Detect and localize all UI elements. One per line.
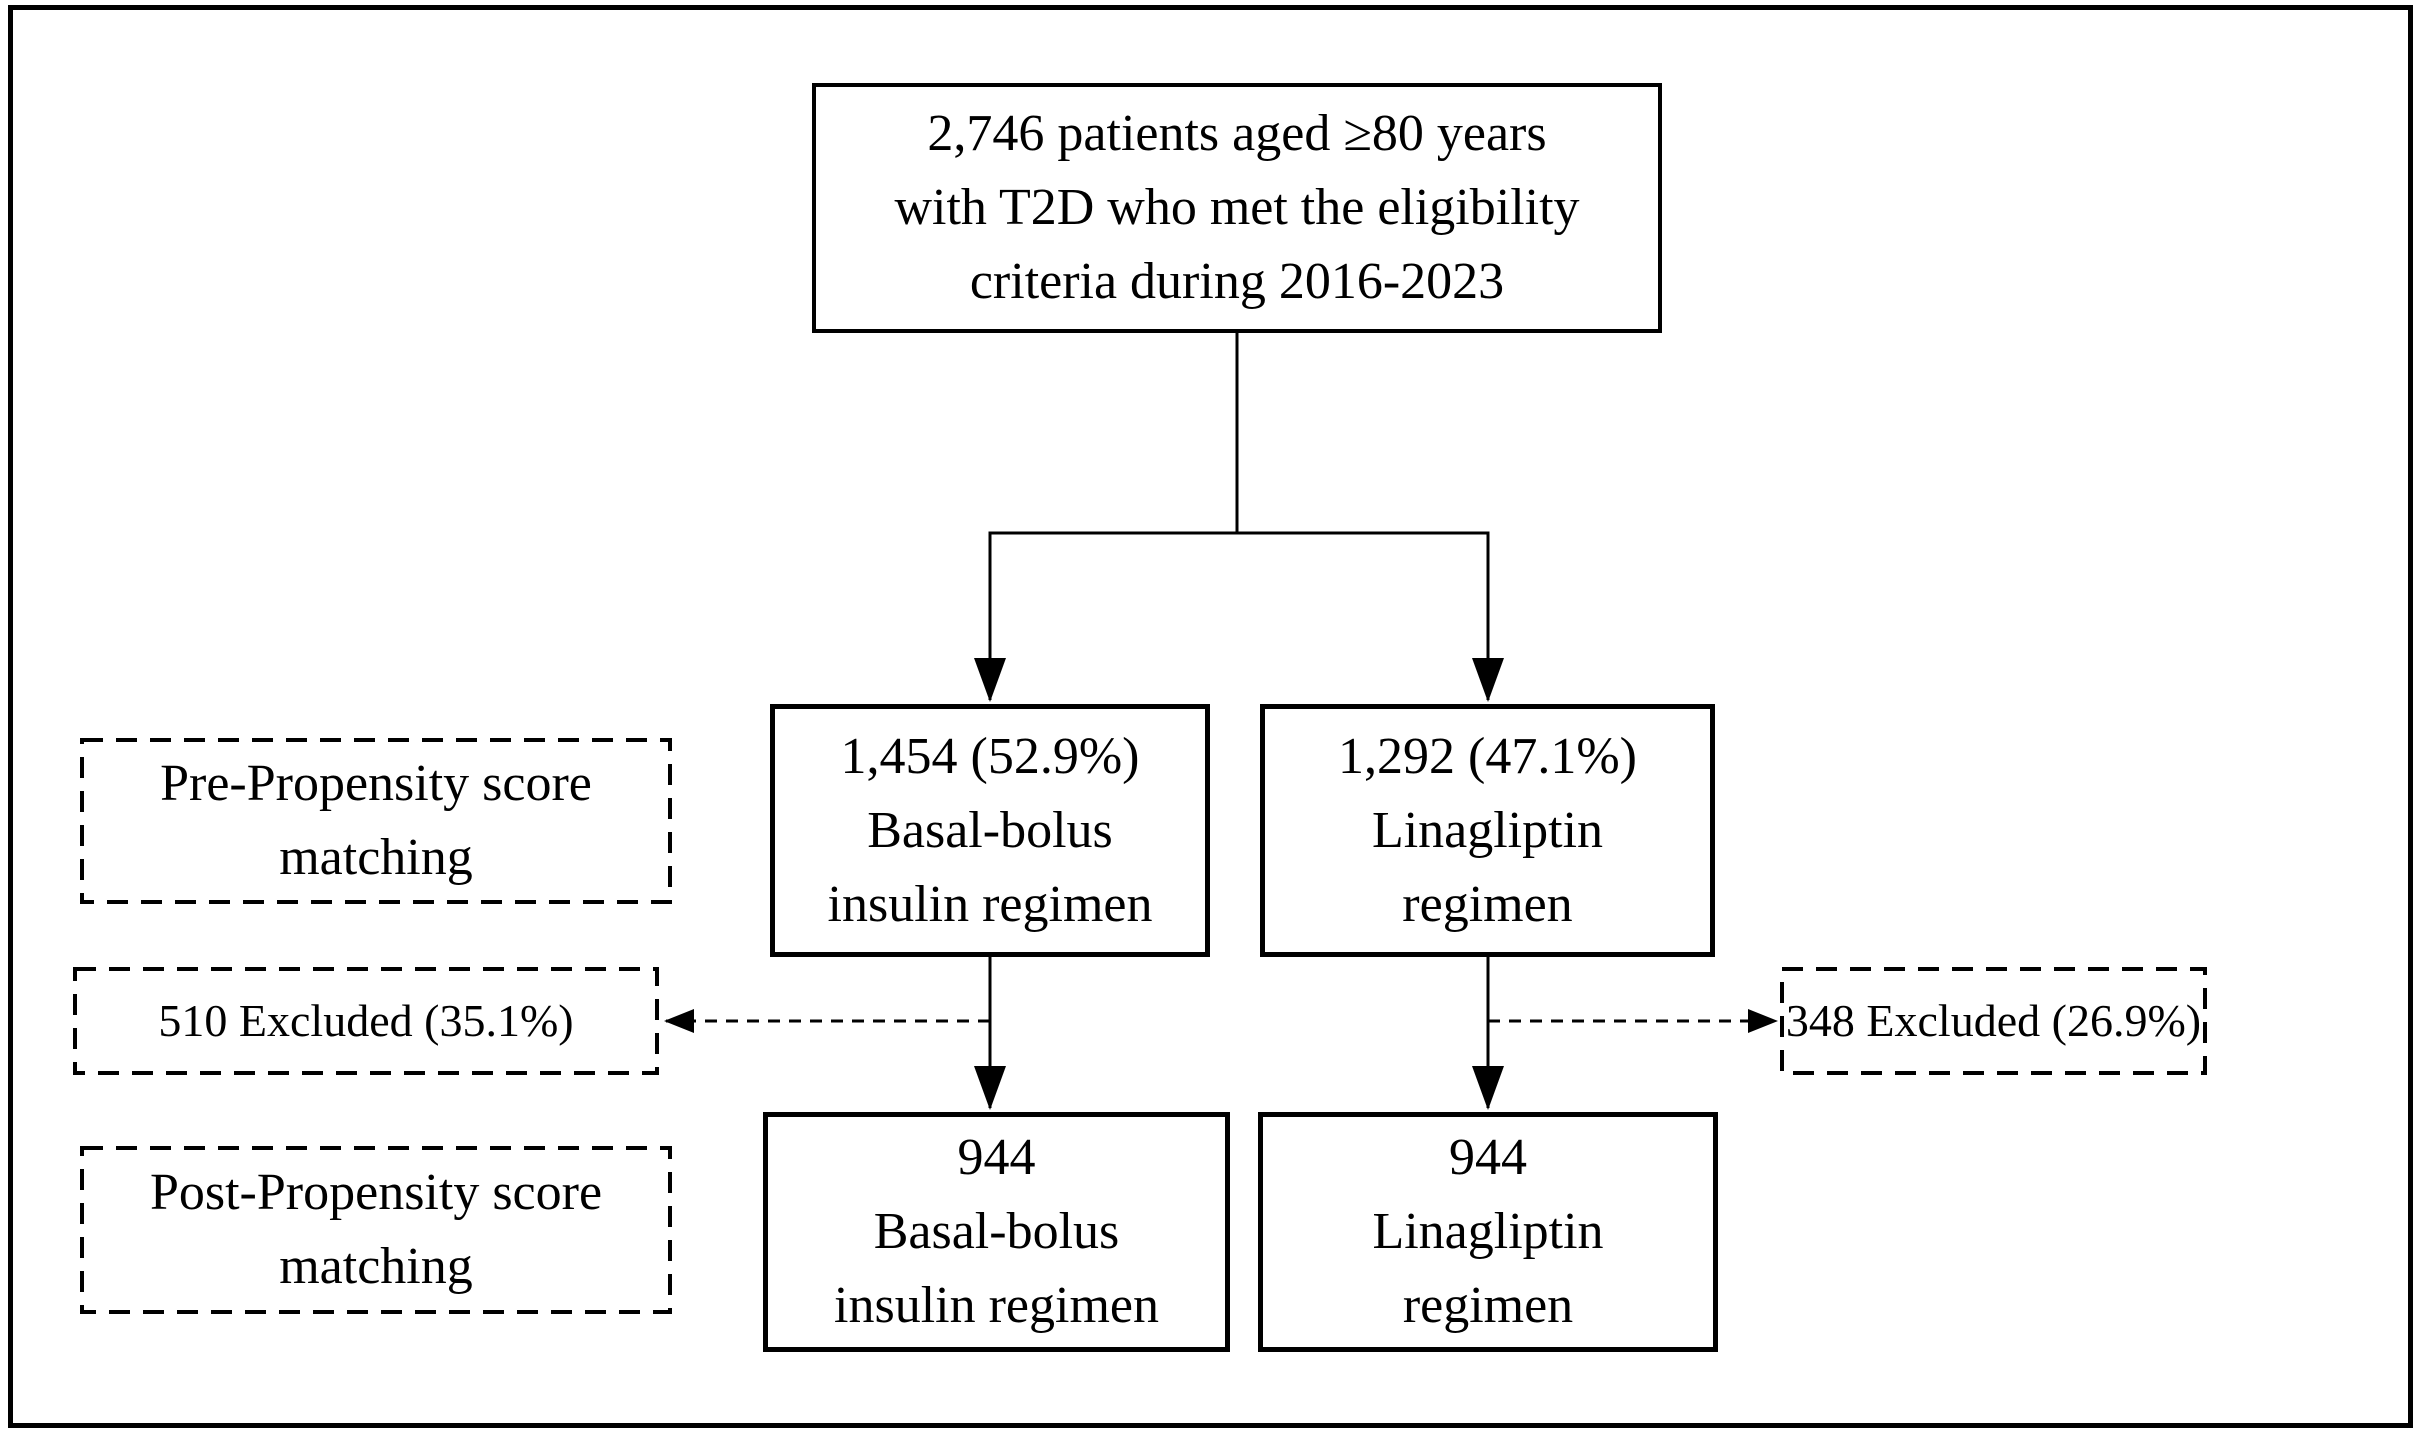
label-pre-propensity-matching: Pre-Propensity score matching bbox=[160, 755, 592, 886]
box-linagliptin-pre: 1,292 (47.1%) Linagliptin regimen bbox=[1260, 704, 1715, 957]
box-basal-bolus-pre: 1,454 (52.9%) Basal-bolus insulin regime… bbox=[770, 704, 1210, 957]
label-excluded-linagliptin: 348 Excluded (26.9%) bbox=[1785, 995, 2202, 1046]
dashed-box-excluded-left bbox=[73, 967, 659, 1075]
label-excluded-basal-bolus: 510 Excluded (35.1%) bbox=[158, 995, 574, 1046]
figure-border bbox=[8, 5, 2413, 1428]
box-basal-bolus-post: 944 Basal-bolus insulin regimen bbox=[763, 1112, 1230, 1352]
box-eligible-patients: 2,746 patients aged ≥80 years with T2D w… bbox=[812, 83, 1662, 333]
label-post-propensity-matching: Post-Propensity score matching bbox=[149, 1164, 603, 1295]
box-linagliptin-post: 944 Linagliptin regimen bbox=[1258, 1112, 1718, 1352]
dashed-box-excluded-right bbox=[1780, 967, 2207, 1075]
